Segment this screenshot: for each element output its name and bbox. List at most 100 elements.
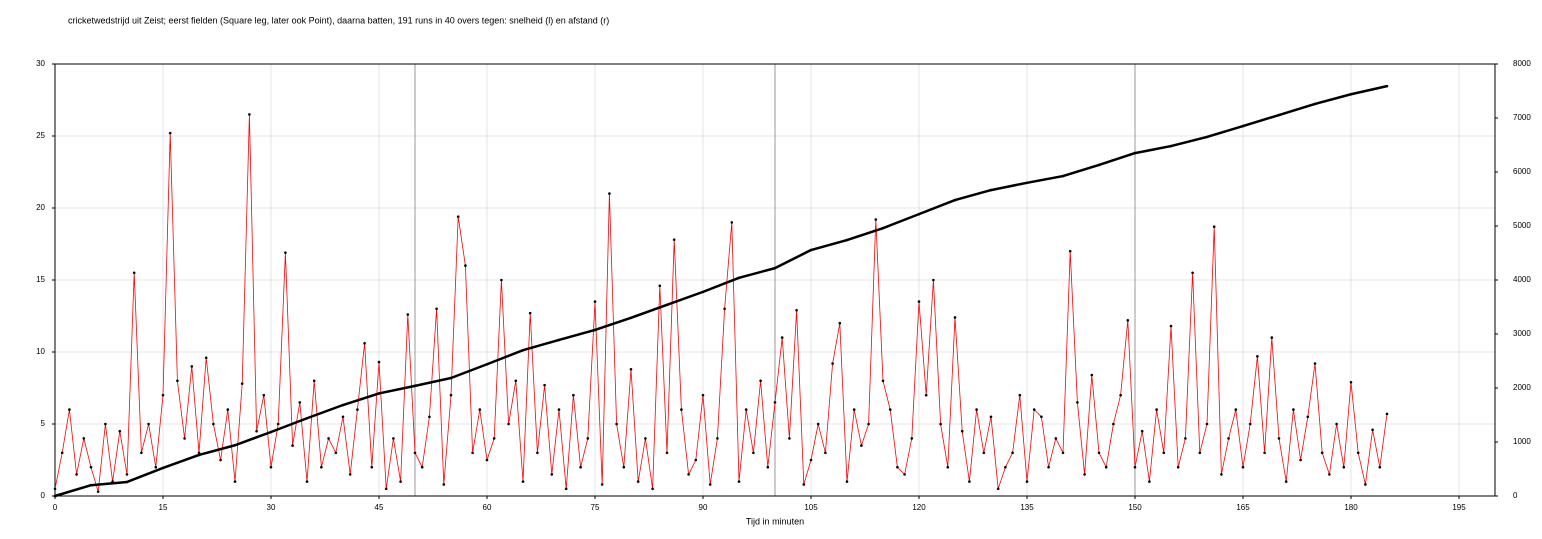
data-point <box>528 311 532 315</box>
data-point <box>881 379 885 383</box>
data-point <box>1198 451 1202 455</box>
data-point <box>464 264 467 267</box>
data-point <box>1090 373 1094 377</box>
data-point <box>1133 151 1137 155</box>
data-point <box>176 379 179 383</box>
data-point <box>240 382 244 385</box>
y2-tick-label: 5000 <box>1513 221 1531 230</box>
y-tick-label: 30 <box>36 59 45 68</box>
data-point <box>1126 319 1130 322</box>
data-point <box>881 226 885 230</box>
data-point <box>809 248 813 252</box>
data-point <box>636 480 640 483</box>
y-tick-label: 5 <box>41 419 46 428</box>
data-point <box>262 393 266 397</box>
data-point <box>204 356 208 360</box>
data-point <box>924 393 928 397</box>
data-point <box>1011 451 1014 455</box>
data-point <box>1068 249 1072 253</box>
data-point <box>773 266 777 270</box>
data-point <box>579 465 582 469</box>
data-point <box>665 303 669 307</box>
data-point <box>1133 465 1137 469</box>
chart-title: cricketwedstrijd uit Zeist; eerst fielde… <box>68 15 609 25</box>
data-point <box>608 192 611 195</box>
x-tick-label: 180 <box>1344 503 1358 512</box>
data-point <box>615 422 618 426</box>
data-point <box>1040 415 1043 419</box>
data-point <box>975 408 978 411</box>
data-point <box>932 278 935 282</box>
data-point <box>478 408 482 411</box>
data-point <box>276 422 280 426</box>
data-point <box>1313 362 1317 365</box>
data-point <box>1256 355 1259 358</box>
data-point <box>1371 428 1374 432</box>
data-point <box>305 480 309 483</box>
data-point <box>233 443 237 447</box>
series-line <box>54 114 1388 493</box>
data-point <box>248 113 251 116</box>
data-point <box>291 444 294 447</box>
data-point <box>953 316 957 319</box>
data-point <box>1119 393 1122 397</box>
data-point <box>1328 473 1331 476</box>
data-point <box>413 384 417 388</box>
data-point <box>521 480 525 483</box>
data-point <box>1306 415 1310 419</box>
data-point <box>521 348 525 352</box>
data-point <box>60 451 64 455</box>
data-point <box>197 451 201 455</box>
data-point <box>507 422 510 426</box>
data-point <box>485 362 489 366</box>
data-point <box>1335 422 1338 426</box>
data-point <box>1220 473 1223 476</box>
data-point <box>168 131 172 135</box>
data-point <box>838 321 842 325</box>
data-point <box>737 276 741 280</box>
data-point <box>89 465 93 469</box>
y-tick-label: 10 <box>36 347 45 356</box>
data-point <box>766 465 770 469</box>
plot-frame <box>54 63 1496 497</box>
data-point <box>1385 412 1389 416</box>
x-tick-label: 45 <box>375 503 384 512</box>
y2-tick-label: 4000 <box>1513 275 1531 284</box>
data-point <box>1277 113 1281 117</box>
data-point <box>716 437 719 440</box>
data-point <box>514 379 518 383</box>
data-point <box>341 403 345 407</box>
data-point <box>104 422 107 426</box>
data-point <box>953 198 957 202</box>
y-tick-label: 0 <box>41 491 46 500</box>
data-point <box>68 408 71 411</box>
data-point <box>557 338 561 342</box>
data-point <box>1364 483 1367 486</box>
data-point <box>406 313 410 316</box>
data-point <box>1061 451 1065 455</box>
data-point <box>456 215 460 218</box>
data-point <box>183 437 186 440</box>
data-point <box>536 451 539 455</box>
data-point <box>1378 465 1382 469</box>
data-point <box>701 290 705 294</box>
x-tick-label: 75 <box>591 503 600 512</box>
data-point <box>622 465 626 469</box>
data-point <box>312 379 316 383</box>
series-line <box>54 84 1388 498</box>
data-point <box>672 238 676 241</box>
x-tick-label: 90 <box>699 503 708 512</box>
data-point <box>485 458 489 462</box>
x-tick-label: 195 <box>1452 503 1466 512</box>
data-point <box>867 422 870 426</box>
data-point <box>96 490 100 493</box>
data-point <box>392 437 395 440</box>
data-point <box>557 408 561 411</box>
data-point <box>442 483 446 486</box>
data-point <box>1241 124 1245 128</box>
data-point <box>348 473 352 476</box>
data-point <box>802 483 806 486</box>
data-point <box>377 360 381 364</box>
data-point <box>1025 480 1029 483</box>
